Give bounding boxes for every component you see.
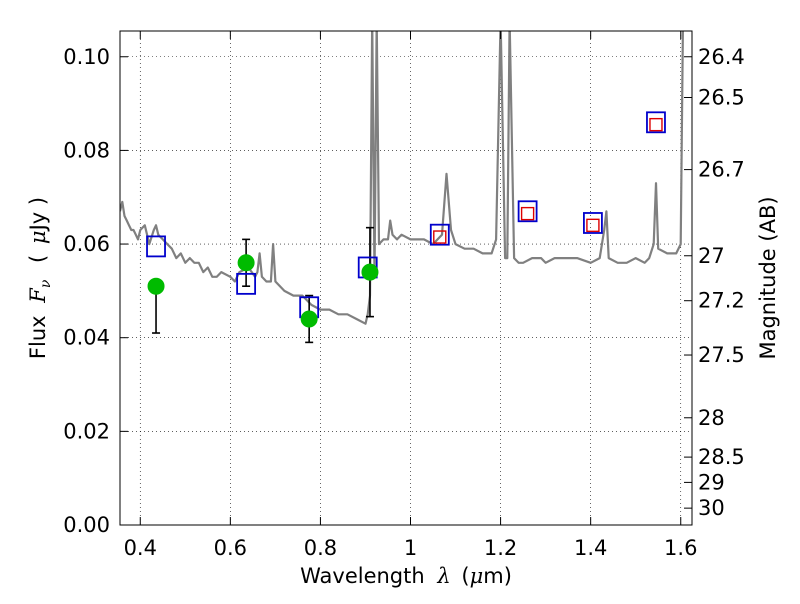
red-square-marker (433, 230, 447, 244)
blue-square-marker (146, 235, 166, 258)
y2-tick-label: 27 (698, 244, 725, 268)
x-tick-label: 1.6 (664, 536, 697, 560)
y2-tick-label: 29 (698, 470, 725, 494)
plot-area (120, 31, 684, 344)
y2-tick-label: 27.5 (698, 343, 745, 367)
blue-square-marker (646, 111, 666, 134)
x-tick-label: 1 (404, 536, 417, 560)
green-circle-marker (300, 310, 318, 328)
blue-square-marker (236, 272, 257, 295)
model-spectrum-line (120, 31, 684, 325)
x-tick-label: 0.4 (124, 536, 157, 560)
y-tick-label: 0.10 (63, 45, 110, 69)
red-square-marker (586, 218, 600, 233)
y-tick-label: 0.04 (63, 326, 110, 350)
green-circle-marker (147, 277, 165, 295)
svg-text:Flux Fν ( μJ: Flux Fν ( μJy ) (26, 197, 55, 359)
green-circle-marker (361, 263, 379, 281)
y2-tick-label: 30 (698, 496, 725, 520)
y2-axis-label: Magnitude (AB) (756, 196, 780, 359)
y-tick-label: 0.00 (63, 513, 110, 537)
y2-tick-label: 28.5 (698, 445, 745, 469)
red-square-marker (520, 206, 535, 221)
blue-square-marker (583, 212, 603, 234)
y2-tick-label: 26.4 (698, 45, 745, 69)
y2-tick-label: 26.7 (698, 158, 745, 182)
blue-square-marker (429, 223, 450, 246)
x-tick-label: 1.2 (484, 536, 517, 560)
y2-tick-label: 27.2 (698, 289, 745, 313)
grid (120, 31, 692, 526)
y2-tick-label: 28 (698, 406, 725, 430)
x-tick-label: 0.8 (304, 536, 337, 560)
y-axis-label: Flux Fν ( μJy ) (26, 197, 55, 359)
red-square-marker (649, 117, 663, 132)
y-tick-label: 0.08 (63, 138, 110, 162)
blue-square-marker (517, 200, 538, 223)
x-tick-label: 0.6 (214, 536, 247, 560)
green-circle-marker (237, 254, 255, 272)
y2-tick-label: 26.5 (698, 85, 745, 109)
y-tick-label: 0.02 (63, 419, 110, 443)
plot-frame (119, 30, 693, 526)
x-axis-label: Wavelength λ (μm) (300, 564, 512, 588)
x-tick-label: 1.4 (574, 536, 607, 560)
svg-text:Magnitude (AB): Magnitude (AB) (756, 196, 780, 359)
y-tick-label: 0.06 (63, 232, 110, 256)
axes: 0.4 0.6 0.8 1 1.2 1.4 1.6 0.00 0.02 0.04 0.06 0.08 0… (63, 31, 745, 560)
